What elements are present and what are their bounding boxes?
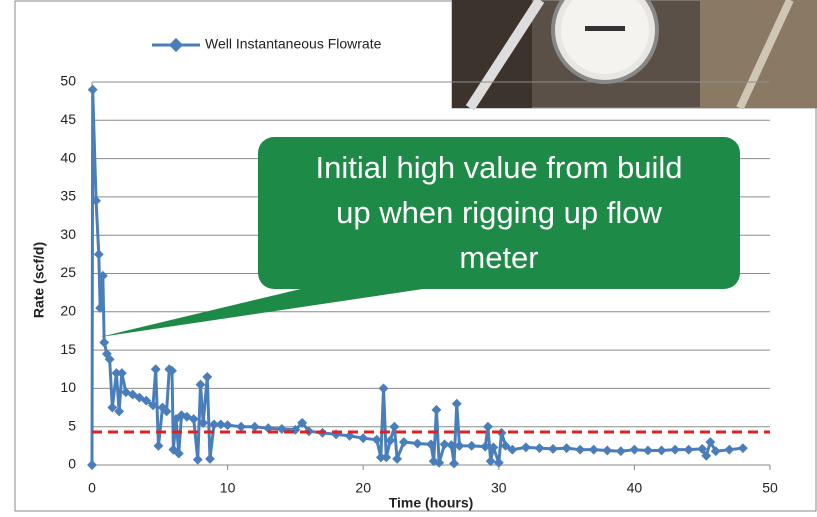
chart: Well Instantaneous Flowrate Rate (scf/d)… xyxy=(0,0,817,512)
photo xyxy=(452,0,817,108)
y-axis-label: Rate (scf/d) xyxy=(31,242,47,318)
x-tick-label: 40 xyxy=(627,480,643,496)
y-tick-label: 25 xyxy=(60,264,76,280)
callout-text: up when rigging up flow xyxy=(336,195,662,230)
legend-label: Well Instantaneous Flowrate xyxy=(205,36,382,52)
y-tick-label: 0 xyxy=(68,456,76,472)
y-tick-label: 40 xyxy=(60,149,76,165)
y-tick-label: 30 xyxy=(60,226,76,242)
x-tick-label: 0 xyxy=(88,480,96,496)
x-tick-label: 20 xyxy=(355,480,371,496)
y-tick-label: 50 xyxy=(60,73,76,89)
y-tick-label: 45 xyxy=(60,111,76,127)
y-tick-label: 35 xyxy=(60,188,76,204)
x-axis-label: Time (hours) xyxy=(389,495,474,511)
x-tick-label: 30 xyxy=(491,480,507,496)
y-tick-label: 15 xyxy=(60,341,76,357)
y-tick-label: 10 xyxy=(60,379,76,395)
y-tick-label: 20 xyxy=(60,303,76,319)
x-tick-label: 50 xyxy=(762,480,778,496)
callout-text: Initial high value from build xyxy=(315,150,682,185)
x-tick-label: 10 xyxy=(220,480,236,496)
callout-text: meter xyxy=(459,240,538,275)
y-tick-label: 5 xyxy=(68,417,76,433)
